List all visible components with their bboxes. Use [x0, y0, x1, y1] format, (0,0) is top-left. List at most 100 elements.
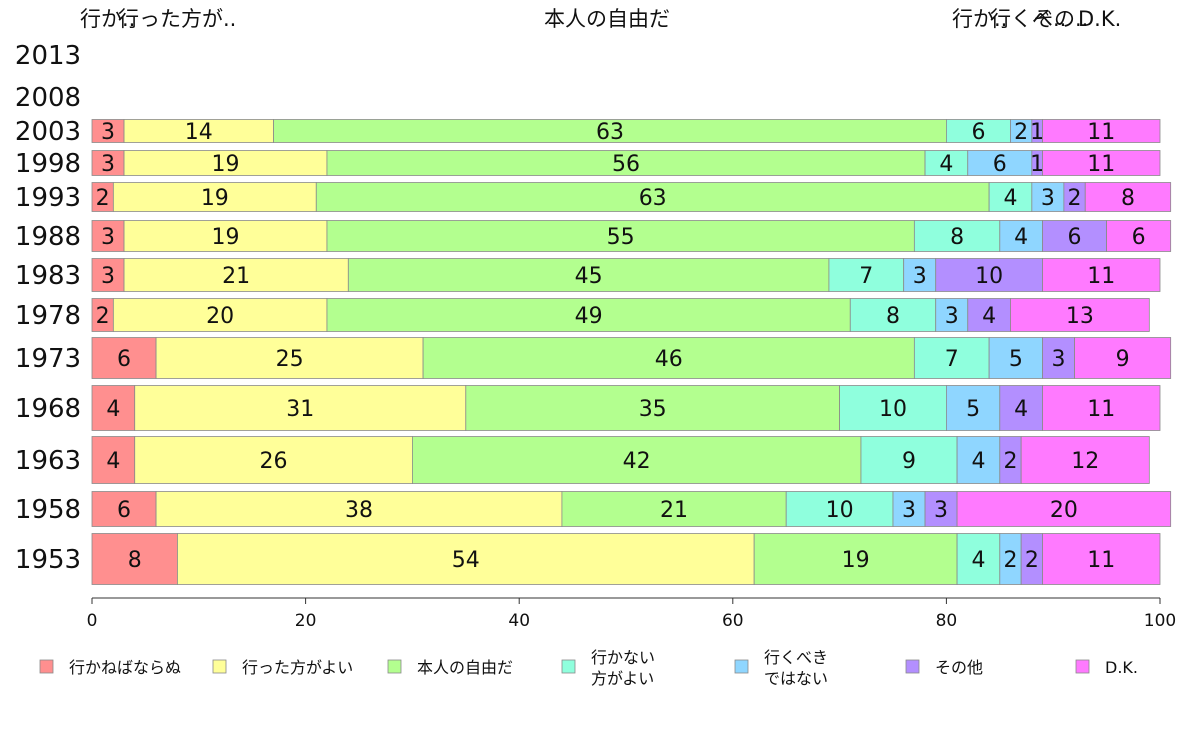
bar-segment — [411, 436, 862, 484]
year-label: 2008 — [15, 83, 81, 113]
legend-label: 本人の自由だ — [417, 658, 513, 677]
data-label: 56 — [612, 152, 640, 177]
bar-segment — [892, 491, 926, 527]
legend-swatch — [212, 659, 227, 674]
data-label: 3 — [1041, 186, 1055, 211]
year-label: 1968 — [15, 394, 81, 424]
bar-segment — [1010, 298, 1150, 332]
bar-segment — [326, 150, 926, 176]
legend-swatch — [1075, 659, 1090, 674]
data-label: 11 — [1087, 397, 1115, 422]
data-label: 2 — [1003, 548, 1017, 573]
bar-segment — [946, 385, 1001, 431]
data-label: 11 — [1087, 264, 1115, 289]
bar-segment — [561, 491, 787, 527]
data-label: 3 — [902, 498, 916, 523]
data-label: 20 — [206, 304, 234, 329]
data-label: 25 — [276, 347, 304, 372]
bar-segment — [1042, 150, 1161, 176]
data-label: 42 — [623, 449, 651, 474]
data-label: 8 — [128, 548, 142, 573]
data-label: 4 — [971, 449, 985, 474]
x-tick-label: 80 — [936, 611, 958, 631]
legend-label: 行かねばならぬ — [69, 658, 181, 677]
data-label: 2 — [1025, 548, 1039, 573]
legend-label: その他 — [935, 658, 983, 677]
year-label: 1958 — [15, 495, 81, 525]
bar-segment — [903, 258, 937, 292]
data-label: 9 — [1116, 347, 1130, 372]
data-label: 14 — [185, 120, 213, 145]
bar-segment — [91, 385, 136, 431]
data-label: 38 — [345, 498, 373, 523]
data-label: 5 — [1009, 347, 1023, 372]
top-group-label: 行った方が.. — [118, 7, 236, 31]
data-label: 3 — [934, 498, 948, 523]
data-label: 3 — [101, 120, 115, 145]
data-label: 6 — [1132, 225, 1146, 250]
bar-segment — [1020, 436, 1150, 484]
top-group-label: 本人の自由だ — [544, 7, 670, 31]
bar-segment — [924, 150, 969, 176]
top-group-label: 行くべ.. — [990, 7, 1066, 31]
legend-label: 行くべき — [764, 648, 828, 667]
legend-label: 行った方がよい — [242, 658, 353, 677]
data-label: 10 — [879, 397, 907, 422]
data-label: 20 — [1050, 498, 1078, 523]
legend-swatch — [39, 659, 54, 674]
top-group-label: 行か.. — [952, 7, 1007, 31]
bar-segment — [913, 220, 1001, 252]
data-label: 3 — [1052, 347, 1066, 372]
bar-segment — [1074, 337, 1172, 379]
data-label: 49 — [575, 304, 603, 329]
data-label: 7 — [945, 347, 959, 372]
bar-segment — [112, 298, 328, 332]
bar-segment — [112, 182, 317, 212]
x-tick-label: 40 — [508, 611, 530, 631]
bar-segment — [849, 298, 937, 332]
legend-label: 方がよい — [591, 669, 654, 688]
legend-swatch — [734, 659, 749, 674]
bar-segment — [422, 337, 915, 379]
bar-segment — [956, 436, 1001, 484]
bar-segment — [1042, 220, 1108, 252]
x-tick-label: 100 — [1144, 611, 1176, 631]
data-label: 11 — [1087, 120, 1115, 145]
data-label: 3 — [913, 264, 927, 289]
bar-segment — [967, 150, 1033, 176]
x-tick-label: 20 — [295, 611, 317, 631]
data-label: 12 — [1071, 449, 1099, 474]
bar-segment — [1042, 533, 1161, 585]
data-label: 9 — [902, 449, 916, 474]
bar-segment — [91, 220, 125, 252]
bar-segment — [999, 220, 1043, 252]
bar-segment — [1042, 258, 1161, 292]
top-group-label: D.K. — [1078, 7, 1121, 31]
bar-segment — [935, 258, 1043, 292]
data-label: 6 — [993, 152, 1007, 177]
data-label: 2 — [1003, 449, 1017, 474]
data-label: 3 — [101, 152, 115, 177]
data-label: 35 — [639, 397, 667, 422]
data-label: 2 — [1014, 120, 1028, 145]
data-label: 19 — [212, 225, 240, 250]
data-label: 6 — [1068, 225, 1082, 250]
bar-segment — [1106, 220, 1172, 252]
bar-segment — [924, 491, 958, 527]
bar-segment — [326, 220, 915, 252]
year-label: 2003 — [15, 117, 81, 147]
data-label: 26 — [260, 449, 288, 474]
data-label: 10 — [975, 264, 1003, 289]
data-label: 2 — [96, 304, 110, 329]
data-label: 10 — [826, 498, 854, 523]
data-label: 55 — [607, 225, 635, 250]
data-label: 54 — [452, 548, 480, 573]
bar-segment — [1084, 182, 1172, 212]
data-label: 19 — [201, 186, 229, 211]
legend-label: ではない — [764, 669, 828, 688]
year-label: 1953 — [15, 545, 81, 575]
data-label: 46 — [655, 347, 683, 372]
bar-segment — [123, 150, 328, 176]
year-label: 1973 — [15, 344, 81, 374]
